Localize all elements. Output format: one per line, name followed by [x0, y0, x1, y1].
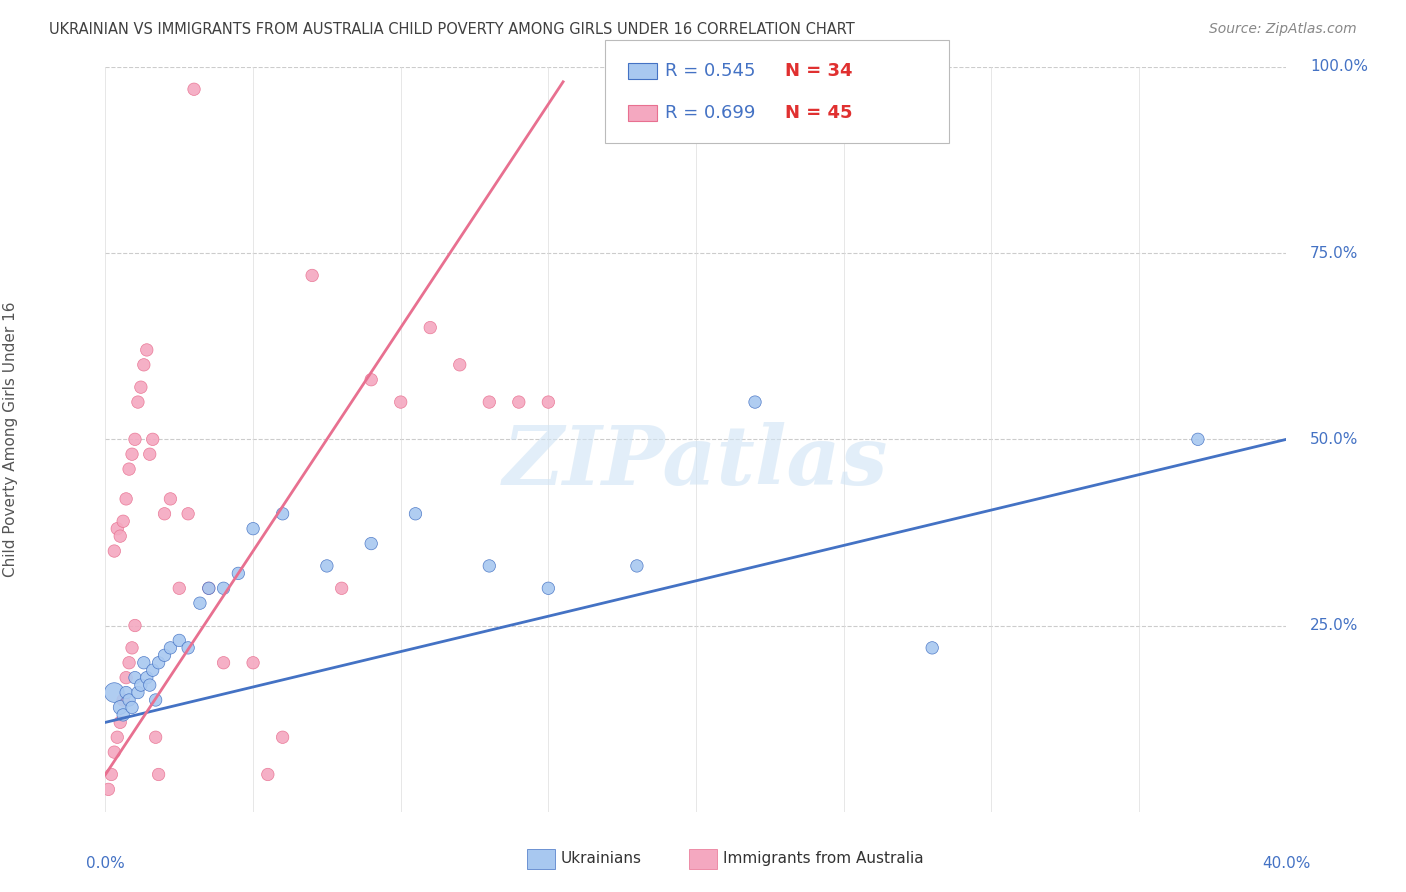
Point	[129, 380, 152, 394]
Point	[242, 656, 264, 670]
Point	[103, 745, 125, 759]
Text: Child Poverty Among Girls Under 16: Child Poverty Among Girls Under 16	[3, 301, 18, 577]
Point	[121, 640, 143, 655]
Point	[449, 358, 471, 372]
Point	[183, 82, 205, 96]
Text: R = 0.699: R = 0.699	[665, 104, 755, 122]
Point	[112, 707, 135, 722]
Point	[129, 678, 152, 692]
Text: R = 0.545: R = 0.545	[665, 62, 755, 80]
Point	[132, 656, 155, 670]
Point	[97, 782, 120, 797]
Point	[921, 640, 943, 655]
Point	[135, 671, 157, 685]
Point	[537, 395, 560, 409]
Point	[148, 656, 170, 670]
Point	[177, 507, 200, 521]
Point	[100, 767, 122, 781]
Point	[197, 582, 219, 596]
Point	[478, 558, 501, 573]
Point	[115, 491, 138, 506]
Point	[1187, 433, 1209, 447]
Point	[228, 566, 250, 581]
Point	[271, 730, 294, 744]
Point	[142, 433, 165, 447]
Text: ZIPatlas: ZIPatlas	[503, 422, 889, 501]
Point	[138, 678, 162, 692]
Text: 100.0%: 100.0%	[1310, 60, 1368, 74]
Point	[103, 544, 125, 558]
Point	[145, 730, 167, 744]
Point	[405, 507, 427, 521]
Text: N = 34: N = 34	[785, 62, 852, 80]
Point	[360, 536, 382, 550]
Point	[169, 582, 191, 596]
Text: 50.0%: 50.0%	[1310, 432, 1358, 447]
Point	[110, 529, 132, 543]
Point	[118, 462, 141, 476]
Text: 0.0%: 0.0%	[86, 856, 125, 871]
Point	[124, 618, 146, 632]
Point	[118, 693, 141, 707]
Point	[142, 663, 165, 677]
Text: 25.0%: 25.0%	[1310, 618, 1358, 633]
Point	[626, 558, 648, 573]
Point	[301, 268, 323, 283]
Point	[744, 395, 766, 409]
Point	[153, 648, 176, 663]
Text: Immigrants from Australia: Immigrants from Australia	[723, 851, 924, 865]
Point	[124, 671, 146, 685]
Point	[242, 522, 264, 536]
Point	[110, 715, 132, 730]
Text: Source: ZipAtlas.com: Source: ZipAtlas.com	[1209, 22, 1357, 37]
Text: 40.0%: 40.0%	[1263, 856, 1310, 871]
Point	[135, 343, 157, 357]
Point	[132, 358, 155, 372]
Text: UKRAINIAN VS IMMIGRANTS FROM AUSTRALIA CHILD POVERTY AMONG GIRLS UNDER 16 CORREL: UKRAINIAN VS IMMIGRANTS FROM AUSTRALIA C…	[49, 22, 855, 37]
Point	[159, 640, 181, 655]
Point	[169, 633, 191, 648]
Point	[389, 395, 412, 409]
Point	[110, 700, 132, 714]
Point	[212, 656, 235, 670]
Point	[478, 395, 501, 409]
Point	[508, 395, 530, 409]
Point	[121, 447, 143, 461]
Point	[177, 640, 200, 655]
Point	[271, 507, 294, 521]
Point	[188, 596, 211, 610]
Point	[419, 320, 441, 334]
Point	[257, 767, 280, 781]
Point	[148, 767, 170, 781]
Point	[537, 582, 560, 596]
Point	[115, 671, 138, 685]
Point	[124, 433, 146, 447]
Point	[127, 685, 149, 699]
Point	[112, 514, 135, 528]
Text: Ukrainians: Ukrainians	[561, 851, 643, 865]
Point	[105, 522, 128, 536]
Point	[330, 582, 353, 596]
Point	[105, 730, 128, 744]
Point	[115, 685, 138, 699]
Point	[153, 507, 176, 521]
Point	[118, 656, 141, 670]
Point	[197, 582, 219, 596]
Point	[145, 693, 167, 707]
Point	[212, 582, 235, 596]
Point	[103, 685, 125, 699]
Text: N = 45: N = 45	[785, 104, 852, 122]
Point	[138, 447, 162, 461]
Point	[360, 373, 382, 387]
Text: 75.0%: 75.0%	[1310, 245, 1358, 260]
Point	[315, 558, 337, 573]
Point	[121, 700, 143, 714]
Point	[127, 395, 149, 409]
Point	[159, 491, 181, 506]
Point	[112, 693, 135, 707]
